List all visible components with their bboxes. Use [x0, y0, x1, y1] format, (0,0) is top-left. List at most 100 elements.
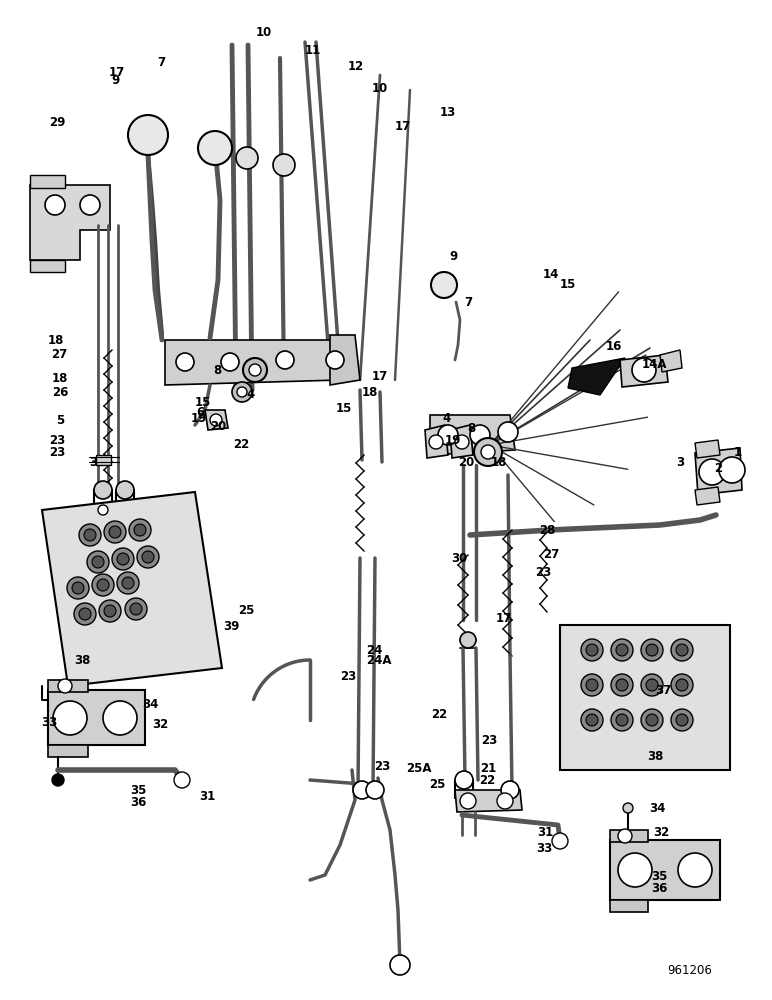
Circle shape [623, 803, 633, 813]
Circle shape [641, 709, 663, 731]
Circle shape [74, 603, 96, 625]
Text: 38: 38 [647, 750, 663, 762]
Text: 961206: 961206 [668, 964, 713, 976]
Circle shape [232, 382, 252, 402]
Circle shape [586, 679, 598, 691]
Text: 18: 18 [48, 334, 64, 347]
Text: 39: 39 [223, 619, 239, 633]
Circle shape [460, 632, 476, 648]
Circle shape [92, 574, 114, 596]
Text: 19: 19 [445, 434, 461, 446]
Circle shape [699, 459, 725, 485]
Circle shape [470, 425, 490, 445]
Circle shape [581, 709, 603, 731]
Polygon shape [455, 790, 522, 812]
Circle shape [273, 154, 295, 176]
Text: 31: 31 [199, 790, 215, 802]
Circle shape [125, 598, 147, 620]
Text: 23: 23 [340, 670, 356, 682]
Circle shape [58, 679, 72, 693]
Polygon shape [560, 625, 730, 770]
Circle shape [79, 608, 91, 620]
Text: 23: 23 [49, 434, 65, 446]
Text: 38: 38 [74, 654, 90, 666]
Text: 2: 2 [714, 462, 722, 475]
Circle shape [581, 639, 603, 661]
Text: 22: 22 [431, 708, 447, 720]
Text: 7: 7 [157, 55, 165, 68]
Text: 20: 20 [458, 456, 474, 468]
Text: 34: 34 [142, 698, 158, 710]
Text: 15: 15 [336, 401, 352, 414]
Circle shape [112, 548, 134, 570]
Circle shape [438, 425, 458, 445]
Circle shape [586, 714, 598, 726]
Text: 7: 7 [464, 296, 472, 310]
Text: 17: 17 [496, 611, 512, 624]
Text: 14A: 14A [642, 359, 667, 371]
Circle shape [117, 553, 129, 565]
Text: 8: 8 [467, 422, 475, 434]
Circle shape [237, 387, 247, 397]
Circle shape [646, 714, 658, 726]
Circle shape [174, 772, 190, 788]
Circle shape [243, 358, 267, 382]
Circle shape [84, 529, 96, 541]
Circle shape [431, 272, 457, 298]
Circle shape [646, 644, 658, 656]
Circle shape [676, 714, 688, 726]
Text: 22: 22 [233, 438, 249, 450]
Text: 9: 9 [450, 249, 458, 262]
Circle shape [719, 457, 745, 483]
Text: 32: 32 [653, 826, 669, 838]
Circle shape [97, 579, 109, 591]
Text: 24A: 24A [366, 654, 391, 668]
Text: 36: 36 [651, 882, 667, 894]
Circle shape [671, 674, 693, 696]
Circle shape [249, 364, 261, 376]
Text: 5: 5 [56, 414, 64, 426]
Circle shape [632, 358, 656, 382]
Text: 29: 29 [49, 116, 65, 129]
Polygon shape [695, 440, 720, 458]
Circle shape [498, 422, 518, 442]
Circle shape [236, 147, 258, 169]
Polygon shape [48, 745, 88, 757]
Circle shape [616, 644, 628, 656]
Circle shape [618, 829, 632, 843]
Circle shape [104, 605, 116, 617]
Circle shape [137, 546, 159, 568]
Polygon shape [30, 185, 110, 260]
Text: 27: 27 [543, 548, 559, 560]
Text: 3: 3 [676, 456, 684, 468]
Circle shape [130, 603, 142, 615]
Text: 11: 11 [305, 44, 321, 57]
Polygon shape [695, 448, 742, 495]
Text: 36: 36 [130, 796, 146, 808]
Circle shape [117, 572, 139, 594]
Text: 21: 21 [480, 762, 496, 774]
Circle shape [616, 679, 628, 691]
Text: 8: 8 [213, 363, 221, 376]
Circle shape [618, 853, 652, 887]
Circle shape [134, 524, 146, 536]
Text: 20: 20 [210, 420, 226, 434]
Text: 4: 4 [443, 412, 451, 424]
Circle shape [641, 639, 663, 661]
Polygon shape [568, 358, 625, 395]
Polygon shape [660, 350, 682, 372]
Circle shape [671, 639, 693, 661]
Polygon shape [695, 487, 720, 505]
Polygon shape [450, 425, 473, 458]
Circle shape [98, 505, 108, 515]
Text: 25A: 25A [406, 762, 432, 774]
Polygon shape [610, 900, 648, 912]
Text: 19: 19 [191, 412, 207, 424]
Text: 17: 17 [394, 119, 411, 132]
Text: 12: 12 [348, 60, 364, 74]
Text: 24: 24 [366, 644, 382, 656]
Polygon shape [30, 260, 65, 272]
Polygon shape [48, 680, 88, 692]
Circle shape [455, 435, 469, 449]
Circle shape [474, 438, 502, 466]
